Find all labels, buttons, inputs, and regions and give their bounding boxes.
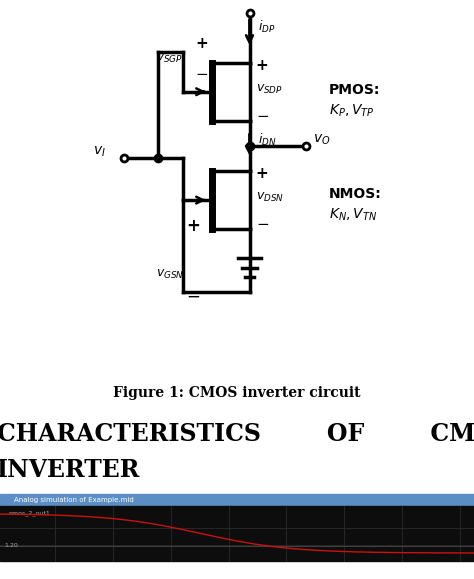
Text: $v_O$: $v_O$ — [313, 133, 330, 147]
Text: $v_{DSN}$: $v_{DSN}$ — [256, 191, 284, 204]
Text: $i_{DP}$: $i_{DP}$ — [258, 19, 275, 35]
Text: $v_{GSN}$: $v_{GSN}$ — [155, 268, 184, 281]
Text: +: + — [186, 217, 200, 236]
Text: $v_{SDP}$: $v_{SDP}$ — [256, 83, 283, 96]
Text: $-$: $-$ — [195, 65, 208, 80]
Text: +: + — [195, 36, 208, 51]
Text: NMOS:: NMOS: — [328, 187, 382, 201]
Text: $-$: $-$ — [256, 215, 269, 230]
Text: CHARACTERISTICS        OF        CM: CHARACTERISTICS OF CM — [0, 422, 474, 446]
Text: $v_{SGP}$: $v_{SGP}$ — [155, 52, 182, 64]
Text: $K_P, V_{TP}$: $K_P, V_{TP}$ — [328, 102, 374, 119]
Text: Figure 1: CMOS inverter circuit: Figure 1: CMOS inverter circuit — [113, 386, 361, 400]
Text: Analog simulation of Example.mid: Analog simulation of Example.mid — [14, 497, 134, 503]
Text: $-$: $-$ — [186, 286, 201, 304]
Text: +: + — [256, 58, 268, 73]
Text: 1.20: 1.20 — [4, 543, 18, 548]
Text: $v_I$: $v_I$ — [93, 145, 106, 159]
Text: $-$: $-$ — [256, 107, 269, 122]
Text: $K_N, V_{TN}$: $K_N, V_{TN}$ — [328, 207, 377, 223]
Text: INVERTER: INVERTER — [0, 458, 140, 482]
Text: nmos_2_out1: nmos_2_out1 — [8, 510, 50, 516]
Text: $i_{DN}$: $i_{DN}$ — [258, 132, 276, 148]
Bar — [0, 494, 474, 506]
Text: PMOS:: PMOS: — [328, 83, 380, 97]
Text: +: + — [256, 166, 268, 181]
Bar — [0, 506, 474, 561]
